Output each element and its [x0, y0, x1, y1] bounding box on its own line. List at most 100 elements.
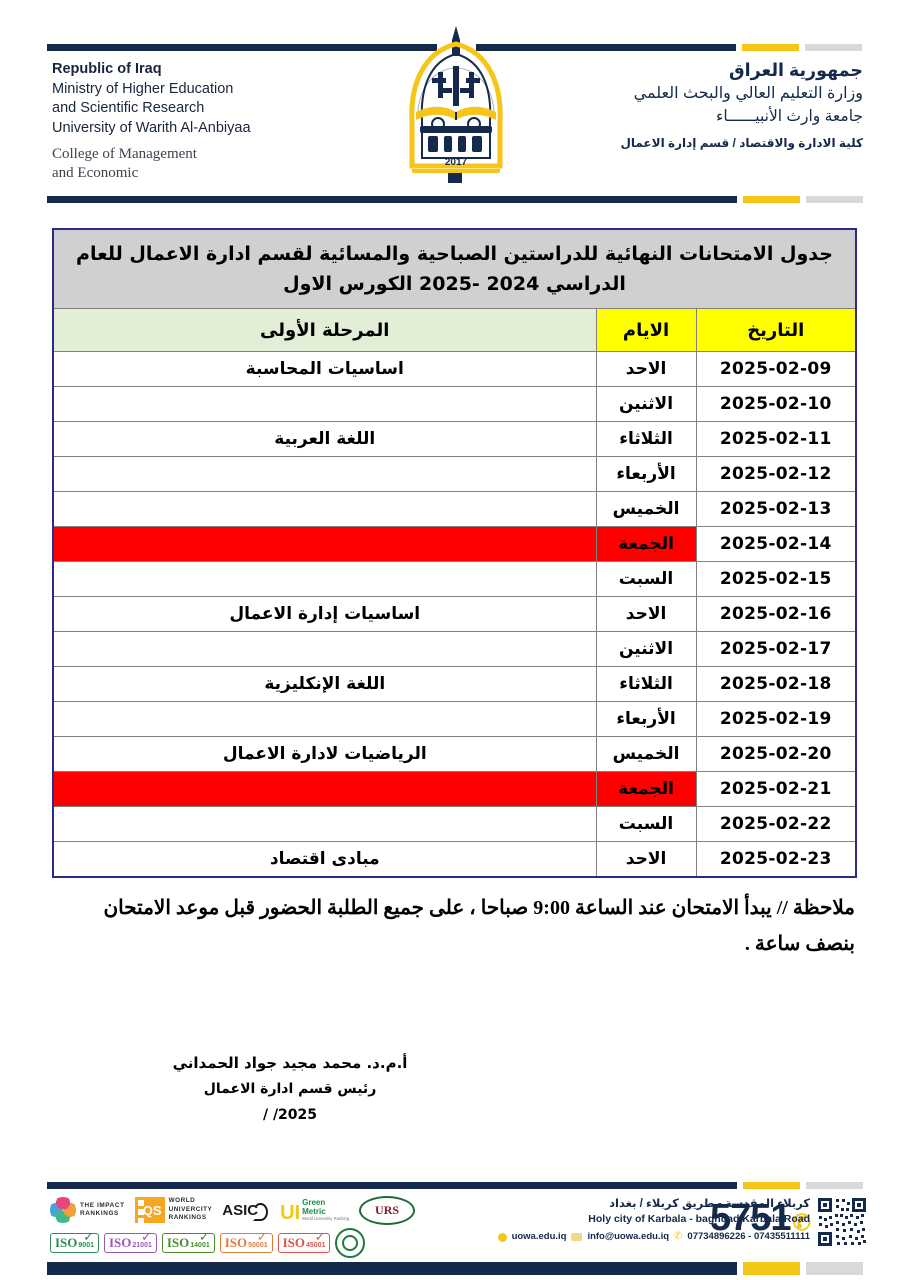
accreditation-seal-icon — [335, 1228, 366, 1258]
table-row: 2025-02-12 الأربعاء — [52, 456, 857, 492]
rule-navy-segment — [476, 44, 736, 51]
rule-gold-segment — [743, 1262, 800, 1275]
table-row: 2025-02-11 الثلاثاء اللغة العربية — [52, 421, 857, 457]
cell-subject — [52, 701, 597, 737]
footer-contact-block: كربلاء المقدسة - طريق كربلاء / بغداد Hol… — [497, 1196, 810, 1244]
qs-rankings-logo: QS WORLD UNIVERCITY RANKINGS — [134, 1197, 213, 1223]
cell-day: الثلاثاء — [595, 421, 697, 457]
cell-subject — [52, 491, 597, 527]
cell-day: الاثنين — [595, 386, 697, 422]
contact-phones: 07734896226 - 07435511111 — [687, 1231, 810, 1242]
column-header-stage: المرحلة الأولى — [52, 308, 597, 352]
contact-website[interactable]: uowa.edu.iq — [511, 1231, 567, 1242]
cell-date: 2025-02-15 — [695, 561, 857, 597]
rule-gray-segment — [806, 196, 863, 203]
header-ar-line-4: كلية الادارة والاقتصاد / قسم إدارة الاعم… — [620, 136, 863, 150]
table-title-row: جدول الامتحانات النهائية للدراستين الصبا… — [52, 228, 857, 309]
rule-gold-segment — [742, 44, 799, 51]
cell-subject: مبادى اقتصاد — [52, 841, 597, 878]
qs-label-line-1: WORLD — [168, 1197, 196, 1205]
column-header-date: التاريخ — [695, 308, 857, 352]
cell-day: الاحد — [595, 596, 697, 632]
globe-icon — [497, 1232, 507, 1242]
table-row: 2025-02-21 الجمعة — [52, 771, 857, 807]
cell-date: 2025-02-10 — [695, 386, 857, 422]
cell-day: الجمعة — [595, 526, 697, 562]
table-row: 2025-02-20 الخميس الرياضيات لادارة الاعمال — [52, 736, 857, 772]
cell-date: 2025-02-14 — [695, 526, 857, 562]
cell-subject: الرياضيات لادارة الاعمال — [52, 736, 597, 772]
header-ar-line-2: وزارة التعليم العالي والبحث العلمي — [633, 85, 863, 102]
signature-date: / /2025 — [262, 1107, 318, 1123]
table-row: 2025-02-22 السبت — [52, 806, 857, 842]
iso-badge: ISO 14001 — [161, 1229, 215, 1253]
page-header: Republic of Iraq Ministry of Higher Educ… — [0, 0, 910, 215]
table-row: 2025-02-17 الاثنين — [52, 631, 857, 667]
ui-greenmetric-logo: UI Green Metric World University Ranking — [280, 1198, 349, 1224]
contact-address-arabic: كربلاء المقدسة - طريق كربلاء / بغداد — [609, 1198, 810, 1210]
rule-gold-segment — [743, 196, 800, 203]
table-row: 2025-02-15 السبت — [52, 561, 857, 597]
rule-navy-segment — [47, 44, 437, 51]
ui-mark: UI — [280, 1202, 301, 1224]
exam-table-body: 2025-02-09 الاحد اساسيات المحاسبة 2025-02-1… — [52, 351, 857, 878]
phone-icon: ✆ — [674, 1231, 683, 1242]
contact-links-row: uowa.edu.iq info@uowa.edu.iq ✆ 077348962… — [497, 1230, 810, 1244]
accreditation-logos: THE IMPACT RANKINGS QS WORLD UNIVERCITY … — [50, 1194, 450, 1258]
cell-day: الخميس — [595, 491, 697, 527]
accreditation-row-top: THE IMPACT RANKINGS QS WORLD UNIVERCITY … — [50, 1194, 450, 1226]
page-footer: THE IMPACT RANKINGS QS WORLD UNIVERCITY … — [0, 1178, 910, 1280]
qs-label-line-3: RANKINGS — [168, 1214, 207, 1222]
cell-date: 2025-02-22 — [695, 806, 857, 842]
iso-badge: ISO 9001 — [50, 1229, 99, 1253]
cell-day: الاحد — [595, 841, 697, 878]
cell-date: 2025-02-20 — [695, 736, 857, 772]
footer-big-number: 5751✆ — [710, 1197, 811, 1243]
big-number-value: 5751 — [710, 1197, 792, 1239]
cell-date: 2025-02-11 — [695, 421, 857, 457]
contact-email[interactable]: info@uowa.edu.iq — [587, 1231, 670, 1242]
header-rule-left — [47, 44, 437, 51]
cell-day: السبت — [595, 561, 697, 597]
iso-number: 50001 — [248, 1242, 268, 1249]
urs-logo: URS — [359, 1195, 416, 1225]
cell-subject — [52, 561, 597, 597]
table-header-row: التاريخ الايام المرحلة الأولى — [52, 308, 857, 352]
cell-subject: اساسيات المحاسبة — [52, 351, 597, 387]
iso-badge-row: ISO9001ISO21001ISO14001ISO50001ISO45001 — [50, 1228, 450, 1258]
cell-date: 2025-02-13 — [695, 491, 857, 527]
header-en-college-line-2: and Economic — [52, 165, 139, 181]
qs-label-line-2: UNIVERCITY — [168, 1205, 213, 1213]
iso-number: 9001 — [78, 1242, 94, 1249]
iso-word: ISO — [108, 1235, 132, 1250]
table-row: 2025-02-16 الاحد اساسيات إدارة الاعمال — [52, 596, 857, 632]
table-row: 2025-02-18 الثلاثاء اللغة الإنكليزية — [52, 666, 857, 702]
rule-gold-segment — [743, 1182, 800, 1189]
cell-date: 2025-02-21 — [695, 771, 857, 807]
iso-word: ISO — [166, 1235, 190, 1250]
header-arabic-block: جمهورية العراق وزارة التعليم العالي والب… — [620, 58, 863, 154]
greenmetric-green: Green — [302, 1198, 326, 1207]
impact-label-line-1: THE IMPACT — [80, 1202, 125, 1209]
header-en-line-4: University of Warith Al-Anbiyaa — [52, 119, 251, 136]
cell-subject — [52, 456, 597, 492]
exam-note: ملاحظة // يبدأ الامتحان عند الساعة 9:00 … — [103, 897, 855, 955]
cell-date: 2025-02-17 — [695, 631, 857, 667]
footer-top-rule — [47, 1182, 863, 1189]
impact-label-line-2: RANKINGS — [80, 1210, 119, 1217]
iso-badge: ISO 21001 — [103, 1229, 157, 1253]
header-bottom-rule — [47, 196, 863, 203]
university-emblem-icon: 2017 — [398, 26, 514, 186]
cell-day: الاحد — [595, 351, 697, 387]
header-rule-right — [476, 44, 863, 51]
cell-date: 2025-02-09 — [695, 351, 857, 387]
rule-navy-segment — [47, 1182, 737, 1189]
asic-logo: ASIC — [222, 1201, 268, 1221]
rule-gray-segment — [806, 1262, 863, 1275]
header-en-line-2: Ministry of Higher Education — [52, 80, 234, 97]
iso-number: 45001 — [306, 1242, 326, 1249]
rule-navy-segment — [47, 1262, 737, 1275]
column-header-day: الايام — [595, 308, 697, 352]
contact-address-english: Holy city of Karbala - baghdad/Karbala R… — [588, 1213, 810, 1225]
cell-subject — [52, 631, 597, 667]
